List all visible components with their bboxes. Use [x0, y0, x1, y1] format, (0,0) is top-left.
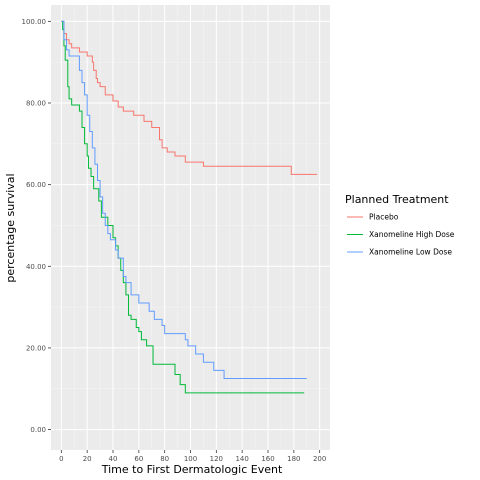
- legend: Planned Treatment Placebo Xanomeline High…: [345, 193, 455, 257]
- x-axis: 0 20 40 60 80 100 120 140 160 180 200: [59, 450, 326, 463]
- x-axis-title: Time to First Dermatologic Event: [101, 463, 283, 476]
- x-tick-label: 20: [83, 455, 92, 463]
- x-tick-label: 160: [261, 455, 274, 463]
- x-tick-label: 200: [313, 455, 326, 463]
- y-tick-label: 80.00: [26, 99, 46, 107]
- legend-label-xanomeline-low-dose: Xanomeline Low Dose: [369, 248, 452, 257]
- legend-title: Planned Treatment: [345, 193, 449, 206]
- y-tick-label: 100.00: [22, 18, 47, 26]
- y-tick-label: 20.00: [26, 344, 46, 352]
- x-tick-label: 140: [235, 455, 248, 463]
- x-tick-label: 120: [210, 455, 223, 463]
- y-axis-title: percentage survival: [4, 173, 17, 282]
- x-tick-label: 100: [184, 455, 197, 463]
- x-tick-label: 40: [109, 455, 118, 463]
- y-tick-label: 60.00: [26, 181, 46, 189]
- x-tick-label: 0: [59, 455, 63, 463]
- legend-label-placebo: Placebo: [369, 213, 399, 222]
- x-tick-label: 60: [134, 455, 143, 463]
- x-tick-label: 180: [287, 455, 300, 463]
- y-tick-label: 40.00: [26, 263, 46, 271]
- y-tick-label: 0.00: [30, 426, 46, 434]
- y-axis: 0.00 20.00 40.00 60.00 80.00 100.00: [22, 18, 52, 434]
- x-tick-label: 80: [160, 455, 169, 463]
- legend-label-xanomeline-high-dose: Xanomeline High Dose: [369, 230, 455, 239]
